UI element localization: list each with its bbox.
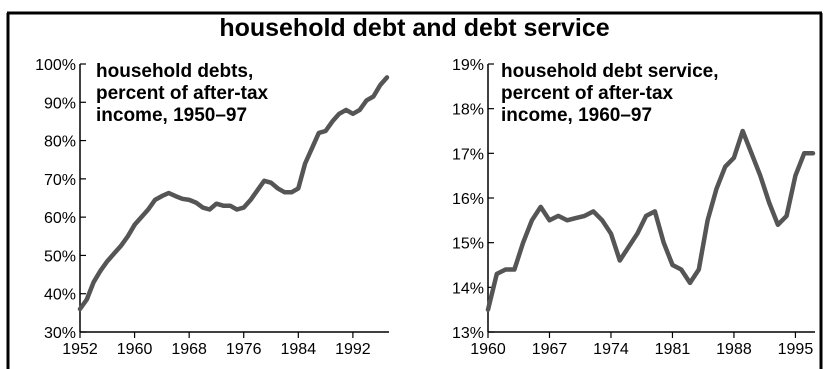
x-tick-label: 1960 [470, 341, 506, 358]
x-tick-label: 1976 [226, 341, 262, 358]
series-line-debt-service [485, 128, 816, 312]
y-tick-label: 14% [452, 280, 484, 297]
x-tick-label: 1988 [716, 341, 752, 358]
y-tick-label: 70% [44, 172, 76, 189]
y-tick-label: 50% [44, 248, 76, 265]
y-tick-label: 60% [44, 210, 76, 227]
x-tick-label: 1981 [655, 341, 691, 358]
chart-title-line: household debt service, [501, 61, 719, 82]
x-tick-label: 1984 [281, 341, 317, 358]
figure-title: household debt and debt service [219, 14, 610, 42]
y-tick-label: 13% [452, 325, 484, 342]
y-tick-label: 19% [452, 57, 484, 74]
chart-title-line: household debts, [96, 61, 253, 82]
x-tick-label: 1968 [171, 341, 207, 358]
x-tick-label: 1952 [62, 341, 98, 358]
chart-title-debts: household debts, percent of after-tax inco… [96, 61, 269, 126]
x-tick-label: 1967 [532, 341, 568, 358]
series-line-debts [77, 75, 390, 312]
x-tick-label: 1992 [335, 341, 371, 358]
y-tick-label: 15% [452, 236, 484, 253]
x-tick-label: 1960 [117, 341, 153, 358]
chart-title-line: percent of after-tax [501, 83, 674, 104]
chart-title-debt-service: household debt service, percent of after-… [501, 61, 719, 126]
y-tick-label: 40% [44, 287, 76, 304]
y-tick-label: 90% [44, 95, 76, 112]
y-tick-label: 30% [44, 325, 76, 342]
y-tick-label: 80% [44, 134, 76, 151]
x-tick-label: 1974 [593, 341, 629, 358]
y-tick-label: 17% [452, 146, 484, 163]
x-tick-label: 1995 [778, 341, 814, 358]
chart-title-line: percent of after-tax [96, 83, 269, 104]
y-tick-label: 16% [452, 191, 484, 208]
chart-title-line: income, 1960–97 [501, 105, 652, 126]
chart-title-line: income, 1950–97 [96, 105, 247, 126]
y-tick-label: 100% [35, 57, 76, 74]
y-tick-label: 18% [452, 102, 484, 119]
